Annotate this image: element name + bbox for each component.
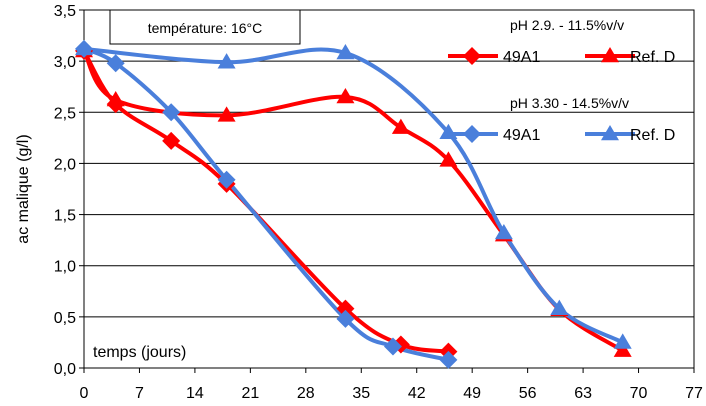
y-tick-label: 1,0 xyxy=(54,259,76,276)
x-axis-label: temps (jours) xyxy=(93,344,186,361)
data-point-3-6 xyxy=(613,333,632,349)
data-point-1-3 xyxy=(336,87,355,104)
annotation-box xyxy=(109,9,301,45)
x-tick-label: 35 xyxy=(352,385,370,402)
data-point-1-2 xyxy=(217,106,236,122)
y-tick-label: 0,0 xyxy=(54,361,76,378)
y-tick-label: 2,0 xyxy=(54,156,76,173)
y-tick-label: 3,5 xyxy=(54,3,76,20)
data-point-2-3 xyxy=(217,170,236,189)
data-point-1-8 xyxy=(613,341,632,357)
y-tick-label: 0,5 xyxy=(54,310,76,327)
x-tick-label: 7 xyxy=(135,385,144,402)
x-tick-label: 28 xyxy=(297,385,315,402)
legend-marker-triangle xyxy=(601,47,619,63)
data-point-0-2 xyxy=(162,131,181,150)
x-tick-label: 0 xyxy=(80,385,89,402)
data-point-2-5 xyxy=(383,337,402,356)
data-point-3-4 xyxy=(494,223,513,240)
legend-marker-diamond xyxy=(463,125,481,143)
x-tick-label: 70 xyxy=(630,385,648,402)
annotation-text: température: 16°C xyxy=(148,20,263,36)
plot-area xyxy=(83,9,695,369)
legend-label: Ref. D xyxy=(630,49,675,66)
data-point-3-0 xyxy=(75,39,93,56)
data-point-2-6 xyxy=(439,350,458,369)
legend-label: 49A1 xyxy=(503,127,540,144)
legend-label: 49A1 xyxy=(503,49,540,66)
y-tick-label: 3,0 xyxy=(54,54,76,71)
legend-marker-diamond xyxy=(463,47,481,65)
y-axis-label: ac malique (g/l) xyxy=(15,134,32,243)
legend-label: Ref. D xyxy=(630,127,675,144)
legend-group-title: pH 2.9. - 11.5%v/v xyxy=(510,17,624,33)
legend-marker-triangle xyxy=(601,125,619,141)
x-tick-label: 14 xyxy=(186,385,204,402)
x-tick-label: 21 xyxy=(241,385,259,402)
data-point-2-2 xyxy=(162,103,181,122)
x-tick-label: 63 xyxy=(574,385,592,402)
y-tick-label: 1,5 xyxy=(54,208,76,225)
data-point-1-5 xyxy=(439,151,458,167)
data-point-2-4 xyxy=(336,309,355,328)
x-tick-label: 56 xyxy=(519,385,537,402)
data-point-3-5 xyxy=(550,299,569,315)
x-tick-label: 49 xyxy=(463,385,481,402)
series-line-2 xyxy=(83,47,449,362)
series-line-3 xyxy=(83,46,624,345)
data-point-0-4 xyxy=(336,299,355,318)
x-tick-label: 77 xyxy=(685,385,703,402)
data-point-3-1 xyxy=(217,53,236,69)
data-point-1-1 xyxy=(106,91,125,107)
legend-group-title: pH 3.30 - 14.5%v/v xyxy=(510,95,629,111)
data-point-2-1 xyxy=(106,54,125,73)
x-tick-label: 42 xyxy=(408,385,426,402)
data-point-1-4 xyxy=(391,118,410,134)
series-line-0 xyxy=(82,49,449,354)
data-point-3-2 xyxy=(336,43,355,60)
y-tick-label: 2,5 xyxy=(54,105,76,122)
